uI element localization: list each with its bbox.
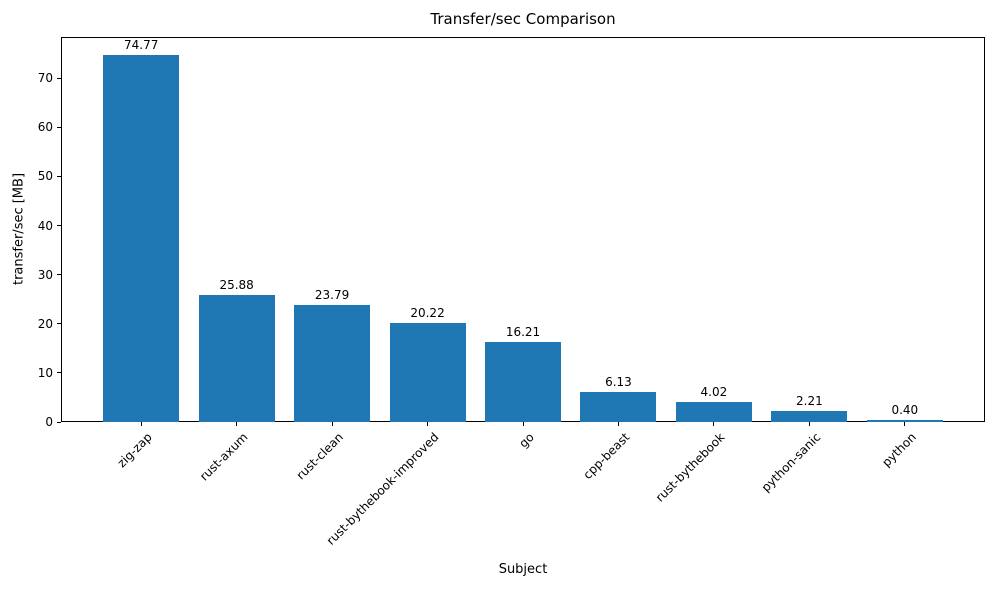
y-tick-label: 0	[45, 415, 53, 429]
y-tick-mark	[57, 323, 61, 325]
y-tick-mark	[57, 421, 61, 423]
x-tick-label-text: cpp-beast	[580, 430, 633, 482]
y-tick-mark	[57, 274, 61, 276]
bar-value-label: 25.88	[219, 277, 254, 292]
x-tick-label-text: rust-clean	[293, 430, 346, 483]
x-tick-mark	[427, 422, 429, 426]
bar-value-label: 74.77	[123, 37, 159, 52]
bar	[294, 305, 371, 422]
x-tick-label-text: rust-bythebook	[653, 430, 728, 505]
bar-value-label: 20.22	[410, 305, 445, 320]
bar-value-label: 16.21	[505, 325, 541, 340]
bar-value-label: 6.13	[605, 374, 632, 389]
bar	[771, 411, 848, 422]
bar	[580, 391, 657, 422]
x-axis-label: Subject	[498, 562, 548, 577]
x-tick-mark	[713, 422, 715, 426]
y-tick-mark	[57, 225, 61, 227]
x-tick-label-text: rust-axum	[197, 430, 251, 484]
y-tick-label: 70	[37, 71, 53, 86]
x-tick-label-text: rust-bythebook-improved	[323, 430, 442, 548]
x-tick-label-text: python	[879, 430, 919, 470]
y-tick-mark	[57, 372, 61, 374]
chart-title: Transfer/sec Comparison	[430, 10, 616, 28]
bar-value-label: 0.40	[891, 403, 919, 418]
y-tick-label: 10	[37, 365, 53, 380]
y-tick-mark	[57, 175, 61, 177]
x-tick-mark	[808, 422, 810, 426]
y-tick-mark	[57, 77, 61, 79]
y-tick-label: 30	[37, 267, 53, 282]
bar-value-label: 2.21	[796, 394, 823, 409]
y-tick-mark	[57, 126, 61, 128]
bar-value-label: 4.02	[700, 385, 728, 400]
bar	[103, 54, 180, 422]
x-tick-mark	[140, 422, 142, 426]
x-tick-mark	[236, 422, 238, 426]
y-tick-label: 60	[37, 120, 53, 135]
x-tick-mark	[522, 422, 524, 426]
y-tick-label: 50	[37, 169, 53, 184]
x-tick-mark	[331, 422, 333, 426]
bar	[866, 420, 943, 422]
x-tick-mark	[904, 422, 906, 426]
x-tick-label-text: go	[516, 430, 537, 451]
bar-value-label: 23.79	[314, 288, 350, 303]
bar	[675, 402, 752, 422]
x-tick-label-text: python-sanic	[758, 430, 824, 495]
x-tick-mark	[617, 422, 619, 426]
bar	[485, 342, 561, 422]
bar	[198, 294, 275, 422]
bar	[389, 322, 466, 422]
y-tick-label: 40	[37, 218, 53, 233]
y-tick-label: 20	[37, 316, 53, 331]
x-tick-label-text: zig-zap	[114, 430, 156, 471]
